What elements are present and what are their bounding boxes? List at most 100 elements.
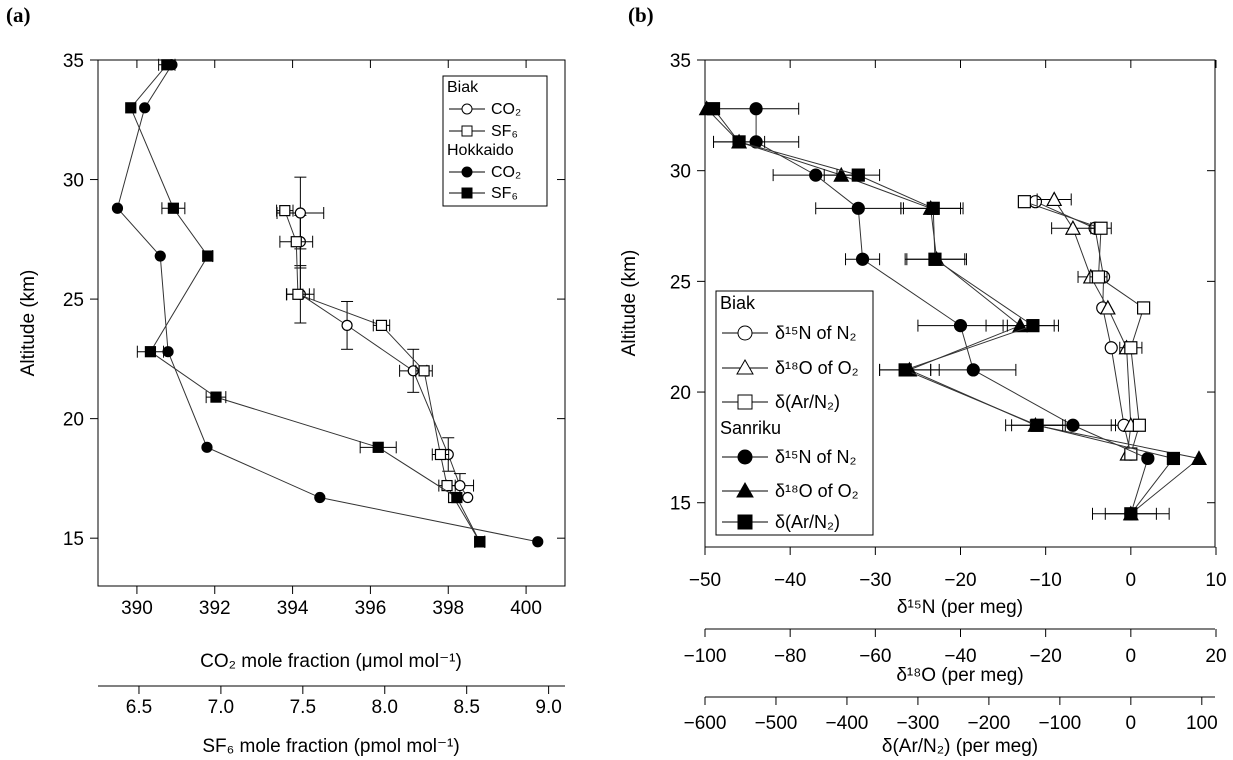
panel-b-sanriku-square-filled-line bbox=[713, 108, 1175, 515]
legend-b-sanriku-d18o: δ¹⁸O of O₂ bbox=[775, 481, 859, 501]
legend-b-sanriku-dar: δ(Ar/N₂) bbox=[775, 512, 840, 532]
panel-b-sanriku-square-filled-marker-7 bbox=[1030, 418, 1044, 432]
panel-b-d15n-axis-label: δ¹⁵N (per meg) bbox=[897, 597, 1023, 618]
panel-b-sanriku-square-filled-marker-0 bbox=[706, 102, 721, 116]
legend-b-open-triangle-marker bbox=[736, 358, 754, 375]
panel-a-ytick-label-4: 35 bbox=[63, 51, 84, 72]
panel-a-biak-square-open-marker-6 bbox=[441, 479, 453, 492]
panel-a-label: (a) bbox=[6, 3, 31, 27]
legend-b-biak-d18o: δ¹⁸O of O₂ bbox=[775, 358, 859, 378]
panel-b-d18o-tick-label-2: −60 bbox=[859, 646, 891, 667]
panel-a-hokkaido-circle-filled-marker-1 bbox=[139, 102, 151, 114]
panel-a-biak-circle-open-marker-7 bbox=[462, 491, 474, 504]
panel-a-co2-tick-label-3: 396 bbox=[355, 598, 387, 619]
legend-a-open-square-marker bbox=[461, 125, 473, 137]
panel-b-sanriku-square-filled-marker-1 bbox=[732, 135, 746, 149]
panel-a-hokkaido-square-filled-marker-1 bbox=[125, 102, 137, 114]
panel-a-sf6-tick-label-2: 7.5 bbox=[290, 697, 316, 718]
panel-b-dar-tick-label-2: −400 bbox=[826, 713, 869, 734]
legend-b-biak-dar: δ(Ar/N₂) bbox=[775, 392, 840, 412]
panel-a-hokkaido-square-filled-line bbox=[130, 64, 481, 542]
panel-b-biak-circle-open-marker-4 bbox=[1104, 341, 1118, 355]
panel-a-hokkaido-square-filled-marker-5 bbox=[210, 391, 222, 403]
panel-b-dar-tick-label-3: −300 bbox=[897, 713, 940, 734]
panel-a-ytick-label-1: 20 bbox=[63, 410, 84, 431]
legend-b-filled-triangle-marker bbox=[736, 481, 754, 498]
panel-a-biak-square-open-marker-4 bbox=[418, 365, 430, 377]
panel-a-hokkaido-circle-filled-marker-5 bbox=[201, 441, 213, 453]
panel-b-d18o-axis-label: δ¹⁸O (per meg) bbox=[896, 665, 1023, 686]
panel-a-y-axis: 15 20 25 30 35 bbox=[63, 51, 565, 550]
panel-b-biak-triangle-open-marker-1 bbox=[1064, 219, 1081, 235]
panel-b-dar-tick-label-5: −100 bbox=[1038, 713, 1081, 734]
legend-b-sanriku-d15n: δ¹⁵N of N₂ bbox=[775, 447, 856, 467]
panel-b-sanriku-square-filled-marker-9 bbox=[1124, 507, 1138, 521]
panel-a-ytick-label-0: 15 bbox=[63, 529, 84, 550]
panel-a-biak-circle-open-marker-0 bbox=[294, 207, 306, 219]
panel-b-sanriku-triangle-filled-marker-8 bbox=[1190, 450, 1207, 466]
panel-a-hokkaido-square-filled-marker-7 bbox=[451, 491, 463, 504]
panel-a-biak-square-open-marker-3 bbox=[375, 319, 388, 331]
panel-a-hokkaido-circle-filled-marker-6 bbox=[314, 491, 326, 504]
panel-a-sf6-tick-label-3: 8.0 bbox=[372, 697, 398, 718]
panel-b-ytick-label-2: 25 bbox=[670, 272, 691, 293]
panel-b-dar-axis-label: δ(Ar/N₂) (per meg) bbox=[882, 736, 1038, 757]
panel-b-sanriku-square-filled-marker-8 bbox=[1166, 451, 1181, 466]
panel-b-series bbox=[698, 100, 1207, 521]
panel-b-d15n-tick-label-4: −10 bbox=[1030, 570, 1062, 591]
panel-a-co2-axis: 390 392 394 396 398 400 bbox=[98, 60, 565, 619]
panel-b-d15n-tick-label-5: 0 bbox=[1126, 570, 1137, 591]
panel-a-biak-square-open-marker-2 bbox=[292, 288, 304, 300]
panel-b-d18o-tick-label-1: −80 bbox=[774, 646, 806, 667]
panel-b-d18o-tick-label-4: −20 bbox=[1030, 646, 1062, 667]
panel-b-biak-square-open-line bbox=[1024, 201, 1145, 455]
panel-b-sanriku-square-filled-marker-4 bbox=[928, 252, 942, 266]
panel-b-d18o-tick-label-6: 20 bbox=[1205, 646, 1226, 667]
panel-b-biak-square-open-marker-1 bbox=[1094, 221, 1108, 235]
panel-a-sf6-axis-label: SF₆ mole fraction (pmol mol⁻¹) bbox=[202, 736, 459, 757]
panel-a-co2-tick-label-0: 390 bbox=[121, 598, 153, 619]
panel-b-sanriku-square-filled-marker-6 bbox=[898, 363, 912, 377]
legend-a-hokkaido-co2: CO₂ bbox=[491, 164, 521, 181]
panel-a-hokkaido-square-filled-marker-4 bbox=[144, 346, 157, 358]
panel-b-d15n-tick-label-0: −50 bbox=[689, 570, 721, 591]
legend-b-open-square-marker bbox=[737, 394, 753, 410]
panel-a-hokkaido-circle-filled-marker-3 bbox=[154, 250, 166, 262]
panel-b-dar-tick-label-7: 100 bbox=[1186, 713, 1218, 734]
legend-a-group-biak: Biak bbox=[447, 79, 479, 96]
panel-b-legend: Biak δ¹⁵N of N₂ δ¹⁸O of O₂ δ(Ar/N₂) Sanr… bbox=[715, 290, 874, 536]
panel-a-biak-square-open-marker-1 bbox=[290, 236, 302, 248]
panel-b-d15n-axis: −50 −40 −30 −20 −10 0 10 bbox=[689, 60, 1227, 591]
panel-b-d15n-tick-label-6: 10 bbox=[1205, 570, 1226, 591]
legend-a-group-hokkaido: Hokkaido bbox=[447, 142, 514, 159]
panel-b-sanriku-square-filled-marker-3 bbox=[926, 201, 940, 215]
panel-a-sf6-axis: 6.5 7.0 7.5 8.0 8.5 9.0 bbox=[98, 685, 565, 718]
panel-b-sanriku-circle-filled-marker-0 bbox=[749, 102, 763, 116]
legend-a-open-circle-marker bbox=[461, 103, 473, 115]
panel-a-co2-tick-label-2: 394 bbox=[277, 598, 309, 619]
panel-b-ytick-label-1: 20 bbox=[670, 383, 691, 404]
legend-b-filled-circle-marker bbox=[737, 449, 753, 465]
panel-b-d15n-tick-label-3: −20 bbox=[944, 570, 976, 591]
panel-b-d18o-tick-label-5: 0 bbox=[1126, 646, 1137, 667]
panel-b-sanriku-circle-filled-marker-5 bbox=[953, 319, 968, 333]
panel-b-ytick-label-0: 15 bbox=[670, 494, 691, 515]
panel-b-biak-square-open-marker-5 bbox=[1132, 418, 1146, 432]
legend-a-biak-co2: CO₂ bbox=[491, 101, 521, 118]
panel-b-dar-tick-label-6: 0 bbox=[1126, 713, 1137, 734]
panel-b-sanriku-circle-filled-marker-2 bbox=[809, 168, 823, 182]
panel-a-legend-box bbox=[442, 75, 548, 207]
legend-a-filled-circle-marker bbox=[461, 166, 473, 178]
panel-a-hokkaido-square-filled-marker-8 bbox=[474, 536, 486, 548]
legend-a-biak-sf6: SF₆ bbox=[491, 123, 518, 140]
panel-a-chart: 15 20 25 30 35 Altitude (km) 390 392 394 396 398… bbox=[18, 51, 566, 757]
panel-a-biak-square-open-marker-5 bbox=[434, 448, 447, 461]
panel-b-sanriku-circle-filled-marker-8 bbox=[1141, 451, 1155, 466]
panel-a-hokkaido-square-filled-marker-2 bbox=[167, 202, 179, 214]
panel-b-d18o-axis: −100 −80 −60 −40 −20 0 20 bbox=[684, 628, 1227, 667]
panel-a-co2-axis-label: CO₂ mole fraction (μmol mol⁻¹) bbox=[200, 651, 462, 672]
legend-b-group-biak: Biak bbox=[720, 293, 756, 313]
panel-b-biak-circle-open-line bbox=[1035, 201, 1132, 455]
